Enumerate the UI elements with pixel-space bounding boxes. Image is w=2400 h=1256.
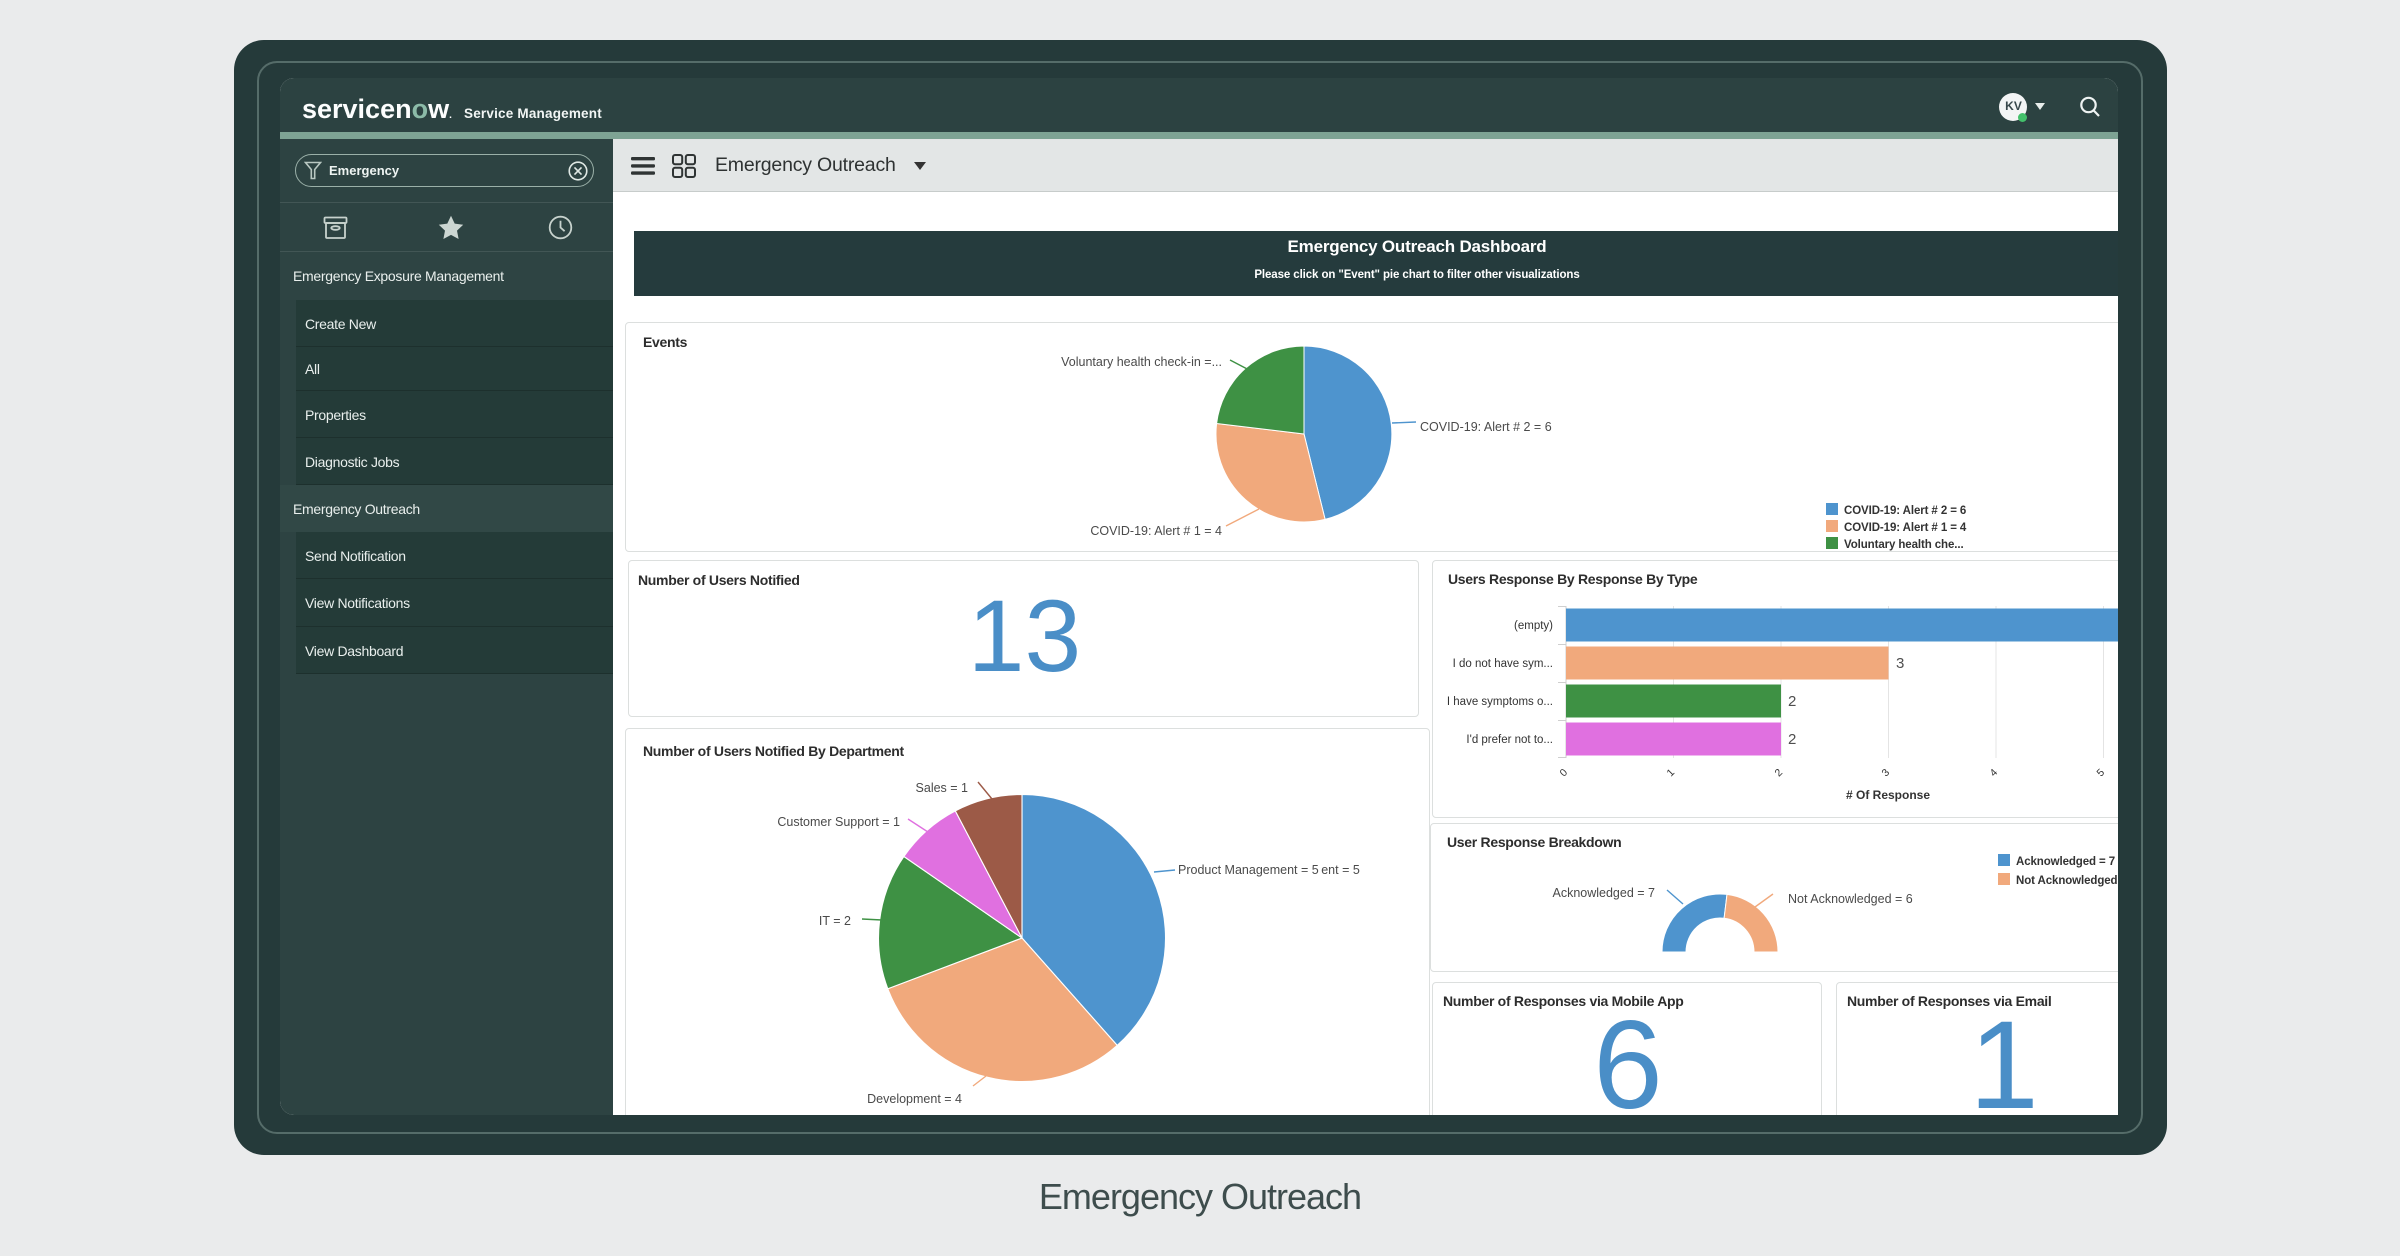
svg-text:I'd prefer not to...: I'd prefer not to... — [1466, 734, 1553, 746]
svg-text:3: 3 — [1896, 655, 1904, 672]
svg-text:4: 4 — [1988, 767, 2001, 780]
svg-text:5: 5 — [2095, 767, 2108, 780]
svg-text:2: 2 — [1788, 731, 1796, 748]
svg-text:2: 2 — [1788, 693, 1796, 710]
svg-text:0: 0 — [1558, 767, 1571, 780]
svg-text:3: 3 — [1880, 767, 1893, 780]
svg-text:2: 2 — [1773, 767, 1786, 780]
svg-text:I have symptoms o...: I have symptoms o... — [1447, 696, 1553, 708]
svg-text:(empty): (empty) — [1514, 620, 1553, 632]
svg-text:I do not have sym...: I do not have sym... — [1453, 658, 1553, 670]
svg-text:# Of Response: # Of Response — [1846, 788, 1930, 802]
svg-text:1: 1 — [1665, 767, 1678, 780]
